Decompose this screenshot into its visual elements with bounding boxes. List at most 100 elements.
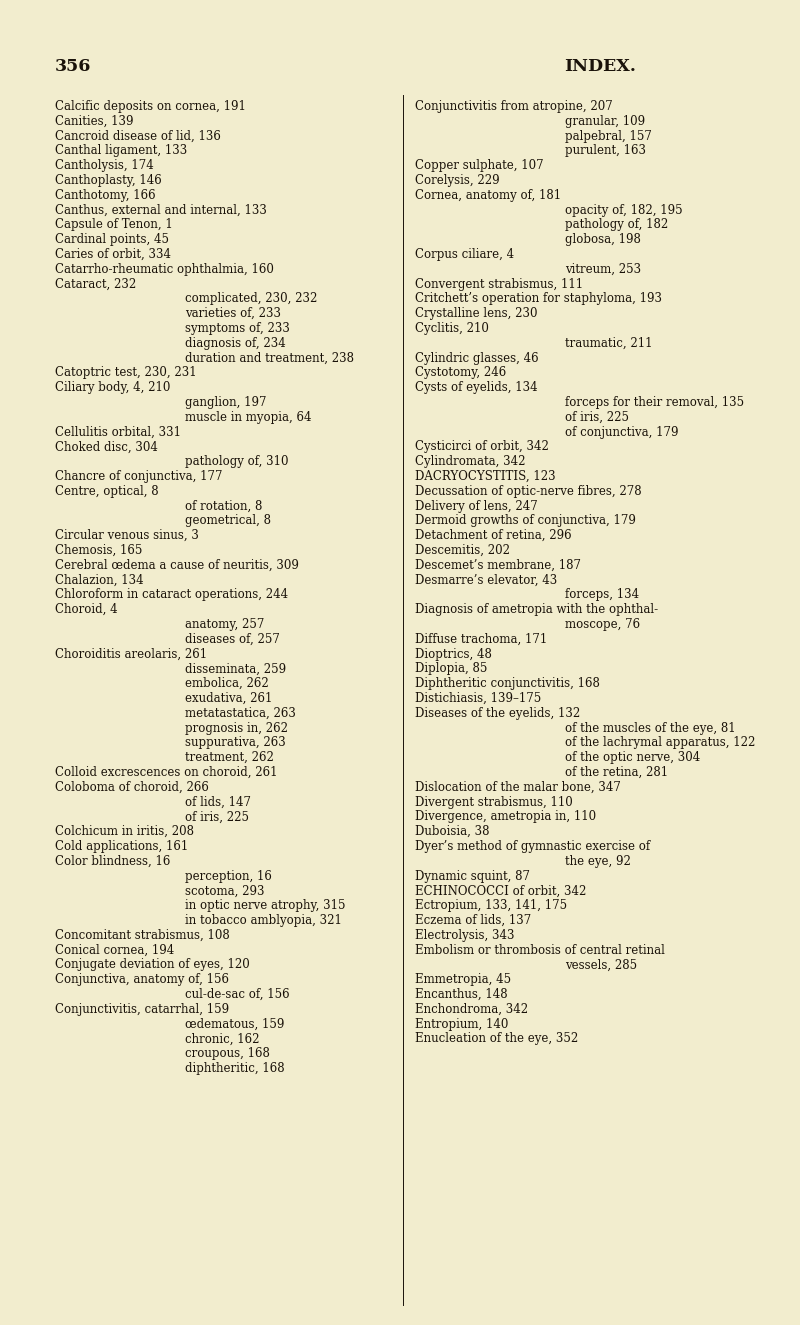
Text: Cancroid disease of lid, 136: Cancroid disease of lid, 136 <box>55 130 221 143</box>
Text: Cyclitis, 210: Cyclitis, 210 <box>415 322 489 335</box>
Text: Conjugate deviation of eyes, 120: Conjugate deviation of eyes, 120 <box>55 958 250 971</box>
Text: Cardinal points, 45: Cardinal points, 45 <box>55 233 169 246</box>
Text: Canthoplasty, 146: Canthoplasty, 146 <box>55 174 162 187</box>
Text: Cysts of eyelids, 134: Cysts of eyelids, 134 <box>415 382 538 395</box>
Text: Delivery of lens, 247: Delivery of lens, 247 <box>415 500 538 513</box>
Text: Cantholysis, 174: Cantholysis, 174 <box>55 159 154 172</box>
Text: Detachment of retina, 296: Detachment of retina, 296 <box>415 529 572 542</box>
Text: globosa, 198: globosa, 198 <box>565 233 641 246</box>
Text: Calcific deposits on cornea, 191: Calcific deposits on cornea, 191 <box>55 99 246 113</box>
Text: Caries of orbit, 334: Caries of orbit, 334 <box>55 248 171 261</box>
Text: Circular venous sinus, 3: Circular venous sinus, 3 <box>55 529 199 542</box>
Text: Chemosis, 165: Chemosis, 165 <box>55 545 142 556</box>
Text: geometrical, 8: geometrical, 8 <box>185 514 271 527</box>
Text: Colloid excrescences on choroid, 261: Colloid excrescences on choroid, 261 <box>55 766 278 779</box>
Text: Divergent strabismus, 110: Divergent strabismus, 110 <box>415 795 573 808</box>
Text: Choroiditis areolaris, 261: Choroiditis areolaris, 261 <box>55 648 207 661</box>
Text: of the optic nerve, 304: of the optic nerve, 304 <box>565 751 700 765</box>
Text: of iris, 225: of iris, 225 <box>565 411 629 424</box>
Text: pathology of, 310: pathology of, 310 <box>185 456 289 468</box>
Text: Cylindric glasses, 46: Cylindric glasses, 46 <box>415 351 538 364</box>
Text: in optic nerve atrophy, 315: in optic nerve atrophy, 315 <box>185 900 346 912</box>
Text: Duboisia, 38: Duboisia, 38 <box>415 825 490 839</box>
Text: exudativa, 261: exudativa, 261 <box>185 692 272 705</box>
Text: complicated, 230, 232: complicated, 230, 232 <box>185 293 318 305</box>
Text: of the muscles of the eye, 81: of the muscles of the eye, 81 <box>565 722 736 734</box>
Text: INDEX.: INDEX. <box>564 58 636 76</box>
Text: Distichiasis, 139–175: Distichiasis, 139–175 <box>415 692 542 705</box>
Text: perception, 16: perception, 16 <box>185 869 272 882</box>
Text: Conjunctivitis from atropine, 207: Conjunctivitis from atropine, 207 <box>415 99 613 113</box>
Text: Choroid, 4: Choroid, 4 <box>55 603 118 616</box>
Text: Coloboma of choroid, 266: Coloboma of choroid, 266 <box>55 780 209 794</box>
Text: Diseases of the eyelids, 132: Diseases of the eyelids, 132 <box>415 706 580 719</box>
Text: Cylindromata, 342: Cylindromata, 342 <box>415 456 526 468</box>
Text: Diagnosis of ametropia with the ophthal-: Diagnosis of ametropia with the ophthal- <box>415 603 658 616</box>
Text: Cystotomy, 246: Cystotomy, 246 <box>415 367 506 379</box>
Text: DACRYOCYSTITIS, 123: DACRYOCYSTITIS, 123 <box>415 470 556 484</box>
Text: purulent, 163: purulent, 163 <box>565 144 646 158</box>
Text: Colchicum in iritis, 208: Colchicum in iritis, 208 <box>55 825 194 839</box>
Text: Corpus ciliare, 4: Corpus ciliare, 4 <box>415 248 514 261</box>
Text: symptoms of, 233: symptoms of, 233 <box>185 322 290 335</box>
Text: Critchett’s operation for staphyloma, 193: Critchett’s operation for staphyloma, 19… <box>415 293 662 305</box>
Text: of the retina, 281: of the retina, 281 <box>565 766 668 779</box>
Text: Decussation of optic-nerve fibres, 278: Decussation of optic-nerve fibres, 278 <box>415 485 642 498</box>
Text: duration and treatment, 238: duration and treatment, 238 <box>185 351 354 364</box>
Text: granular, 109: granular, 109 <box>565 115 645 127</box>
Text: Copper sulphate, 107: Copper sulphate, 107 <box>415 159 544 172</box>
Text: Conjunctivitis, catarrhal, 159: Conjunctivitis, catarrhal, 159 <box>55 1003 229 1016</box>
Text: Enucleation of the eye, 352: Enucleation of the eye, 352 <box>415 1032 578 1045</box>
Text: Conical cornea, 194: Conical cornea, 194 <box>55 943 174 957</box>
Text: vitreum, 253: vitreum, 253 <box>565 262 641 276</box>
Text: croupous, 168: croupous, 168 <box>185 1047 270 1060</box>
Text: Cysticirci of orbit, 342: Cysticirci of orbit, 342 <box>415 440 549 453</box>
Text: Dyer’s method of gymnastic exercise of: Dyer’s method of gymnastic exercise of <box>415 840 650 853</box>
Text: Dynamic squint, 87: Dynamic squint, 87 <box>415 869 530 882</box>
Text: Diplopia, 85: Diplopia, 85 <box>415 662 487 676</box>
Text: moscope, 76: moscope, 76 <box>565 617 640 631</box>
Text: Electrolysis, 343: Electrolysis, 343 <box>415 929 514 942</box>
Text: Catarrho-rheumatic ophthalmia, 160: Catarrho-rheumatic ophthalmia, 160 <box>55 262 274 276</box>
Text: ECHINOCOCCI of orbit, 342: ECHINOCOCCI of orbit, 342 <box>415 884 586 897</box>
Text: Cold applications, 161: Cold applications, 161 <box>55 840 188 853</box>
Text: of conjunctiva, 179: of conjunctiva, 179 <box>565 425 678 439</box>
Text: Encanthus, 148: Encanthus, 148 <box>415 988 508 1000</box>
Text: Diphtheritic conjunctivitis, 168: Diphtheritic conjunctivitis, 168 <box>415 677 600 690</box>
Text: Catoptric test, 230, 231: Catoptric test, 230, 231 <box>55 367 197 379</box>
Text: treatment, 262: treatment, 262 <box>185 751 274 765</box>
Text: prognosis in, 262: prognosis in, 262 <box>185 722 288 734</box>
Text: Conjunctiva, anatomy of, 156: Conjunctiva, anatomy of, 156 <box>55 973 229 986</box>
Text: anatomy, 257: anatomy, 257 <box>185 617 264 631</box>
Text: Cataract, 232: Cataract, 232 <box>55 278 136 290</box>
Text: the eye, 92: the eye, 92 <box>565 855 631 868</box>
Text: Crystalline lens, 230: Crystalline lens, 230 <box>415 307 538 321</box>
Text: of rotation, 8: of rotation, 8 <box>185 500 262 513</box>
Text: forceps for their removal, 135: forceps for their removal, 135 <box>565 396 744 409</box>
Text: Canthotomy, 166: Canthotomy, 166 <box>55 188 156 201</box>
Text: disseminata, 259: disseminata, 259 <box>185 662 286 676</box>
Text: Choked disc, 304: Choked disc, 304 <box>55 440 158 453</box>
Text: varieties of, 233: varieties of, 233 <box>185 307 281 321</box>
Text: ganglion, 197: ganglion, 197 <box>185 396 266 409</box>
Text: diseases of, 257: diseases of, 257 <box>185 633 280 645</box>
Text: Cellulitis orbital, 331: Cellulitis orbital, 331 <box>55 425 181 439</box>
Text: Color blindness, 16: Color blindness, 16 <box>55 855 170 868</box>
Text: Eczema of lids, 137: Eczema of lids, 137 <box>415 914 531 927</box>
Text: suppurativa, 263: suppurativa, 263 <box>185 737 286 750</box>
Text: Canities, 139: Canities, 139 <box>55 115 134 127</box>
Text: of lids, 147: of lids, 147 <box>185 795 251 808</box>
Text: Emmetropia, 45: Emmetropia, 45 <box>415 973 511 986</box>
Text: of iris, 225: of iris, 225 <box>185 811 249 823</box>
Text: Dioptrics, 48: Dioptrics, 48 <box>415 648 492 661</box>
Text: Cerebral œdema a cause of neuritis, 309: Cerebral œdema a cause of neuritis, 309 <box>55 559 299 572</box>
Text: Entropium, 140: Entropium, 140 <box>415 1018 508 1031</box>
Text: Desmarre’s elevator, 43: Desmarre’s elevator, 43 <box>415 574 558 587</box>
Text: diagnosis of, 234: diagnosis of, 234 <box>185 337 286 350</box>
Text: vessels, 285: vessels, 285 <box>565 958 637 971</box>
Text: Chloroform in cataract operations, 244: Chloroform in cataract operations, 244 <box>55 588 288 602</box>
Text: chronic, 162: chronic, 162 <box>185 1032 259 1045</box>
Text: in tobacco amblyopia, 321: in tobacco amblyopia, 321 <box>185 914 342 927</box>
Text: 356: 356 <box>55 58 91 76</box>
Text: Chancre of conjunctiva, 177: Chancre of conjunctiva, 177 <box>55 470 222 484</box>
